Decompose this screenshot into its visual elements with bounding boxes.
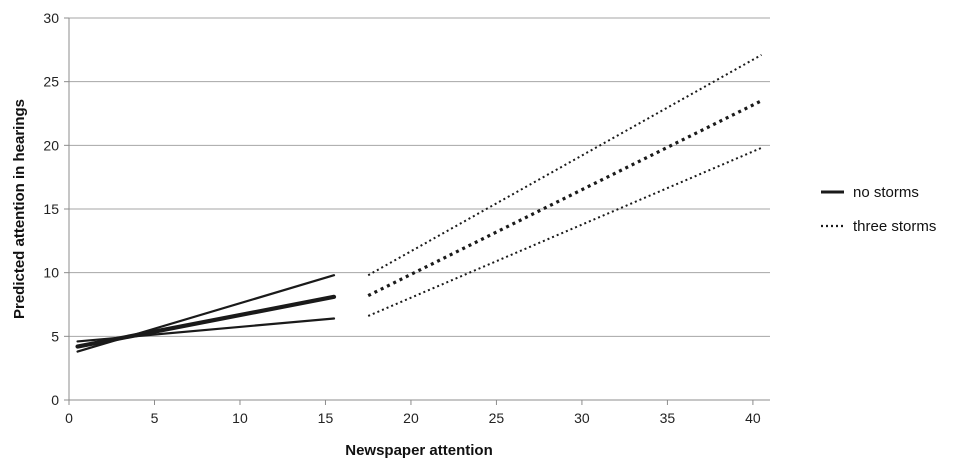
- series-line-three-storms-lower: [367, 146, 762, 317]
- legend-label-no-storms: no storms: [853, 184, 919, 201]
- x-tick-label: 5: [151, 410, 159, 426]
- y-tick-label: 25: [43, 74, 59, 90]
- series-line-three-storms-estimate: [367, 99, 763, 298]
- legend: no storms three storms: [821, 184, 936, 235]
- y-tick-label: 15: [43, 201, 59, 217]
- series-line-three-storms-upper: [367, 54, 762, 277]
- y-tick-label: 0: [51, 392, 59, 408]
- x-tick-label: 25: [489, 410, 505, 426]
- x-tick-label: 30: [574, 410, 590, 426]
- plot-series: [75, 54, 763, 353]
- x-axis-title: Newspaper attention: [345, 442, 493, 459]
- x-tick-label: 15: [318, 410, 334, 426]
- axes: 0 5 10 15 20 25 30 0 5 10 15 20 25 30 35 40: [43, 10, 770, 426]
- legend-label-three-storms: three storms: [853, 218, 936, 235]
- y-tick-label: 30: [43, 10, 59, 26]
- series-line-no-storms-lower: [76, 317, 336, 343]
- x-tick-label: 20: [403, 410, 419, 426]
- y-tick-label: 20: [43, 137, 59, 153]
- x-tick-label: 10: [232, 410, 248, 426]
- x-tick-label: 35: [660, 410, 676, 426]
- series-line-no-storms-upper: [76, 274, 336, 353]
- gridlines: [69, 17, 770, 337]
- y-tick-label: 5: [51, 328, 59, 344]
- y-tick-label: 10: [43, 265, 59, 281]
- x-tick-label: 0: [65, 410, 73, 426]
- y-axis-title: Predicted attention in hearings: [11, 99, 28, 319]
- x-tick-label: 40: [745, 410, 761, 426]
